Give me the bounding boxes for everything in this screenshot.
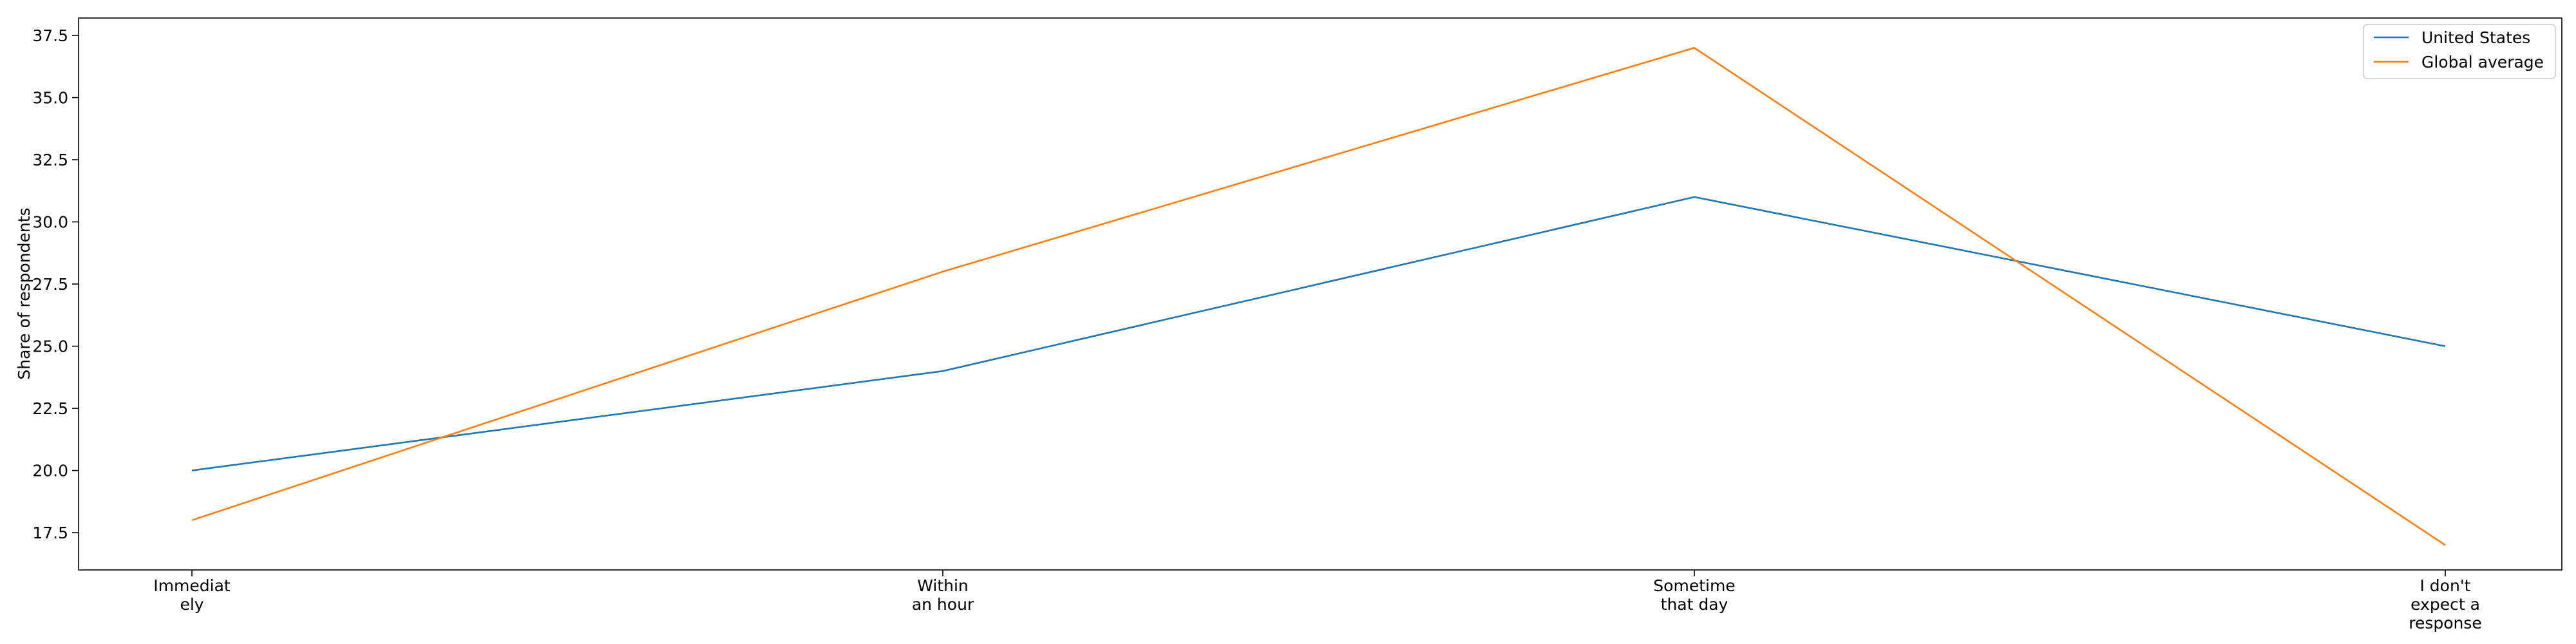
y-tick-label: 32.5: [32, 151, 68, 169]
y-tick-label: 37.5: [32, 26, 68, 45]
y-axis-title: Share of respondents: [15, 207, 33, 379]
y-tick-label: 27.5: [32, 275, 68, 294]
y-tick-label: 25.0: [32, 337, 68, 356]
series-line-global-average: [191, 47, 2446, 546]
x-tick-label: Immediat ely: [153, 576, 231, 614]
y-tick-label: 20.0: [32, 462, 68, 480]
x-tick-label: Within an hour: [912, 576, 974, 614]
plot-area: [78, 17, 2562, 571]
y-tick-label: 17.5: [32, 524, 68, 542]
x-tick-label: I don't expect a response: [2409, 576, 2482, 632]
y-tick-label: 35.0: [32, 89, 68, 108]
legend-label: United States: [2421, 28, 2530, 47]
legend-box: [2363, 24, 2556, 79]
y-axis: 17.5 20.0 22.5 25.0 27.5 30.0 32.5 35.0 37.5: [32, 26, 79, 542]
series-layer: [191, 47, 2446, 546]
y-tick-label: 22.5: [32, 399, 68, 418]
legend-items: United States Global average: [2374, 28, 2544, 71]
x-tick-label: Sometime that day: [1653, 576, 1735, 614]
series-line-united-states: [191, 196, 2446, 471]
x-axis: Immediat ely Within an hour Sometime that day…: [153, 570, 2482, 632]
legend-label: Global average: [2421, 53, 2544, 71]
y-tick-label: 30.0: [32, 213, 68, 232]
legend: United States Global average: [2363, 24, 2556, 79]
